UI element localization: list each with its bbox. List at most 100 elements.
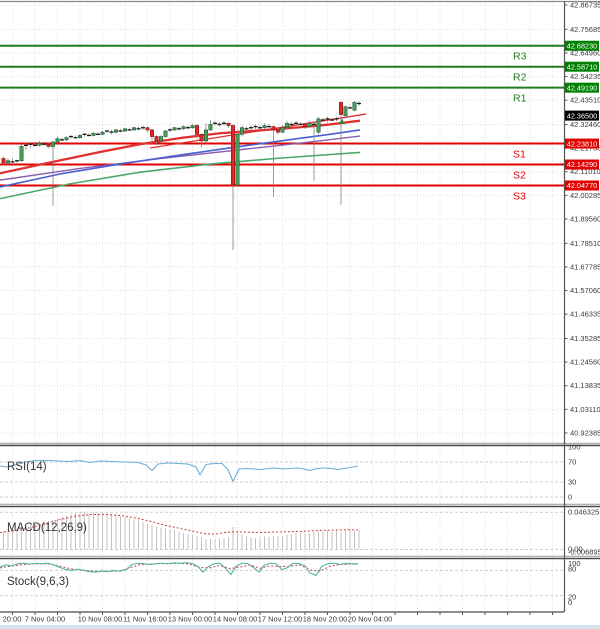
price-tick-label: 41.03110 [570, 405, 600, 414]
candle-up [235, 134, 240, 186]
support-price-badge [565, 138, 599, 149]
candle-down [199, 134, 204, 142]
price-tick-label: 41.13835 [570, 381, 600, 390]
candle-up [208, 124, 213, 131]
price-tick-label: 41.78510 [570, 239, 600, 248]
stoch-tick-label: 100 [568, 559, 581, 568]
support-label: S2 [513, 170, 526, 182]
candle-up [284, 123, 289, 129]
price-tick-label: 41.89560 [570, 214, 600, 223]
support-price-badge-text: 42.04770 [567, 181, 597, 190]
support-label: S1 [513, 149, 526, 161]
candle-up [114, 129, 119, 133]
support-price-badge [565, 159, 599, 170]
candle-up [55, 138, 60, 143]
price-tick-label: 41.67785 [570, 262, 600, 271]
candle-up [123, 128, 128, 132]
price-tick-label: 40.92385 [570, 428, 600, 437]
macd-tick-label: -0.006895 [568, 548, 600, 557]
candle-up [307, 123, 312, 127]
candle-up [19, 146, 24, 162]
time-label: 18 Nov 20:00 [303, 615, 348, 624]
candle-up [262, 125, 267, 129]
macd-panel-label: MACD(12,26,9) [7, 522, 87, 534]
time-label: 13 Nov 00:00 [168, 615, 213, 624]
candle-up [204, 129, 209, 142]
rsi-panel-label: RSI(14) [7, 461, 47, 473]
price-tick-label: 42.86735 [570, 1, 600, 10]
candle-up [91, 132, 96, 136]
candle-down [275, 129, 280, 133]
price-tick-label: 42.43510 [570, 96, 600, 105]
resistance-price-badge [565, 40, 599, 51]
candle-up [316, 118, 321, 133]
time-label: 7 Nov 04:00 [25, 615, 65, 624]
candle-up [240, 127, 245, 135]
rsi-tick-label: 100 [568, 443, 581, 452]
resistance-price-badge-text: 42.68230 [567, 41, 597, 50]
resistance-label: R3 [513, 51, 527, 63]
candle-up [352, 102, 357, 111]
candle-up [280, 127, 285, 133]
candle-up [6, 160, 11, 164]
current-price-badge-text: 42.36500 [567, 111, 597, 120]
stoch-tick-label: 20 [568, 593, 576, 602]
macd-tick-label: 0.00 [568, 545, 583, 554]
candle-up [181, 126, 186, 130]
price-tick-label: 41.24560 [570, 358, 600, 367]
candle-down [302, 124, 307, 127]
support-label: S3 [513, 190, 526, 202]
rsi-tick-label: 30 [568, 478, 576, 487]
time-label: 11 Nov 16:00 [123, 615, 167, 624]
time-label: 20 Nov 04:00 [348, 615, 393, 624]
candle-up [100, 131, 105, 135]
stoch-panel-label: Stock(9,6,3) [7, 576, 69, 588]
candle-down [195, 125, 200, 135]
time-label: 20:00 [3, 615, 22, 624]
macd-tick-label: 0.046325 [568, 508, 599, 517]
candle-up [172, 127, 177, 131]
rsi-tick-label: 0 [568, 493, 572, 502]
stoch-k-line [0, 562, 358, 576]
price-tick-label: 41.35285 [570, 334, 600, 343]
candle-down [46, 143, 51, 147]
resistance-label: R1 [513, 93, 527, 105]
rsi-line [0, 459, 359, 483]
time-label: 14 Nov 08:00 [213, 615, 258, 624]
candle-up [64, 137, 69, 141]
price-axis-drag-zone[interactable] [565, 0, 600, 612]
price-tick-label: 42.54235 [570, 72, 600, 81]
resistance-price-badge [565, 61, 599, 72]
candle-up [37, 142, 42, 146]
candle-up [78, 135, 83, 138]
candle-down [226, 123, 231, 126]
time-axis-drag-zone[interactable] [0, 612, 600, 625]
resistance-label: R2 [513, 72, 527, 84]
support-price-badge [565, 180, 599, 191]
candle-down [1, 158, 6, 164]
resistance-price-badge [565, 82, 599, 93]
ma-green [0, 151, 361, 200]
bottom-strip [0, 625, 600, 629]
candle-up [343, 106, 348, 116]
time-label: 17 Nov 12:00 [258, 615, 303, 624]
candle-down [150, 129, 155, 137]
price-tick-label: 42.64960 [570, 48, 600, 57]
rsi-tick-label: 70 [568, 458, 576, 467]
current-price-badge [565, 110, 599, 121]
candle-down [145, 127, 150, 131]
candle-down [154, 136, 159, 142]
resistance-price-badge-text: 42.49190 [567, 83, 597, 92]
candle-down [271, 126, 276, 131]
time-label: 10 Nov 08:00 [78, 615, 123, 624]
price-tick-label: 41.57060 [570, 286, 600, 295]
support-price-badge-text: 42.14290 [567, 160, 597, 169]
candle-down [338, 102, 343, 115]
support-price-badge-text: 42.23810 [567, 139, 597, 148]
resistance-price-badge-text: 42.58710 [567, 62, 597, 71]
candle-up [190, 125, 195, 129]
buy-arrow-icon [339, 118, 345, 125]
candle-up [163, 130, 168, 137]
